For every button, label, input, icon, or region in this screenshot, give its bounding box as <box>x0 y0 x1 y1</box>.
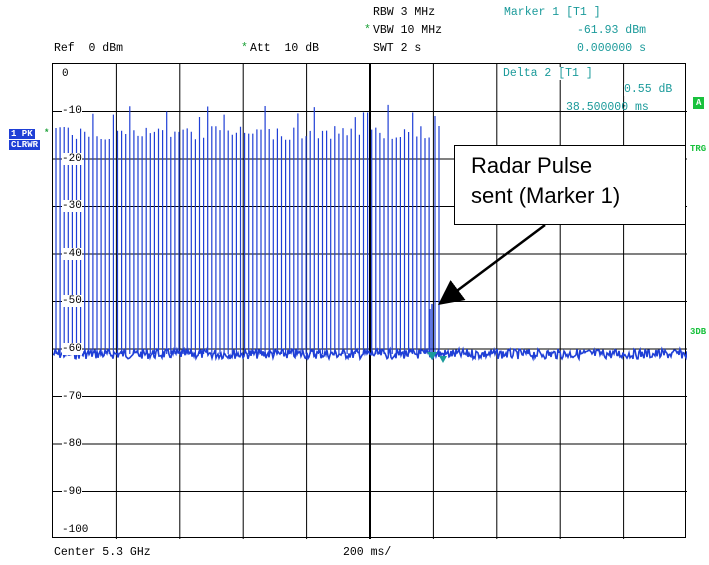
sweep-division: 200 ms/ <box>343 546 392 559</box>
radar-pulse-annotation: Radar Pulse sent (Marker 1) <box>454 145 686 225</box>
trigger-badge: TRG <box>690 144 707 154</box>
marker1-title: Marker 1 [T1 ] <box>504 6 601 19</box>
delta2-title: Delta 2 [T1 ] <box>503 67 593 80</box>
annotation-line-1: Radar Pulse <box>471 153 593 178</box>
y-tick-70: -70 <box>62 391 82 403</box>
y-tick-10: -10 <box>62 105 82 117</box>
delta-marker-readout: Delta 2 [T1 ] 0.55 dB 38.500000 ms <box>498 63 690 119</box>
y-tick-100: -100 <box>62 524 89 536</box>
center-frequency: Center 5.3 GHz <box>54 546 151 559</box>
marker1-level: -61.93 dBm <box>577 24 647 37</box>
y-tick-60: -60 <box>62 343 82 355</box>
3db-badge: 3DB <box>690 327 707 337</box>
vbw-star: * <box>364 24 371 37</box>
y-tick-30: -30 <box>62 200 82 212</box>
noise-floor-trace <box>53 346 687 362</box>
delta2-time: 38.500000 ms <box>566 101 649 114</box>
spectrum-display[interactable]: 0 -10 -20 -30 -40 -50 -60 -70 -80 -90 -1… <box>52 63 687 539</box>
marker-2-symbol <box>439 356 447 363</box>
trace-detector-badge: 1 PK <box>9 129 35 139</box>
y-tick-50: -50 <box>62 295 82 307</box>
trace-star: * <box>44 128 50 138</box>
ref-level: Ref 0 dBm <box>54 42 124 55</box>
trace-mode-badge: CLRWR <box>9 140 41 150</box>
trace-plot <box>53 64 687 539</box>
y-tick-80: -80 <box>62 438 82 450</box>
vbw-readout: VBW 10 MHz <box>373 24 443 37</box>
swt-readout: SWT 2 s <box>373 42 422 55</box>
y-tick-90: -90 <box>62 486 82 498</box>
marker1-time: 0.000000 s <box>577 42 647 55</box>
attenuation: Att 10 dB <box>250 42 320 55</box>
y-tick-20: -20 <box>62 153 82 165</box>
marker-1-symbol <box>427 352 437 360</box>
delta2-level: 0.55 dB <box>624 83 673 96</box>
rbw-readout: RBW 3 MHz <box>373 6 436 19</box>
att-star: * <box>241 42 248 55</box>
y-tick-40: -40 <box>62 248 82 260</box>
y-tick-0: 0 <box>62 68 69 80</box>
annotation-line-2: sent (Marker 1) <box>471 183 621 208</box>
screen-a-badge: A <box>693 97 705 109</box>
